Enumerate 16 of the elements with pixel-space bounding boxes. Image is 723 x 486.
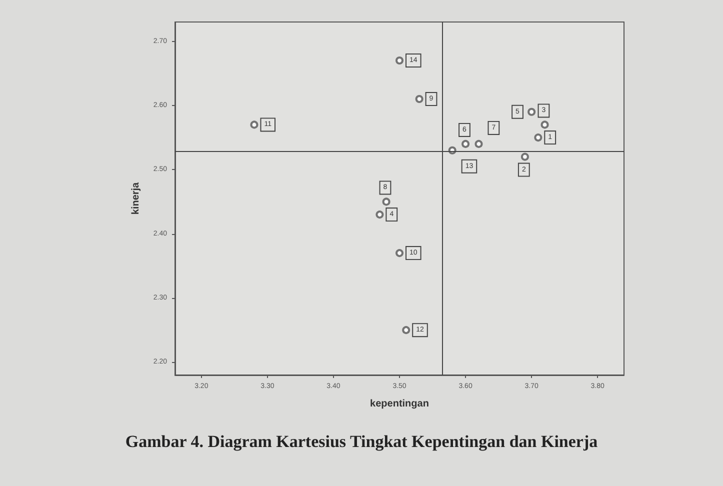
point <box>520 152 529 161</box>
point <box>462 140 470 148</box>
x-axis-title: kepentingan <box>370 398 429 410</box>
point <box>415 95 424 104</box>
point <box>402 326 410 334</box>
point <box>534 134 542 142</box>
point <box>396 56 404 65</box>
point <box>540 120 549 129</box>
point <box>396 249 404 258</box>
point <box>382 198 390 206</box>
point <box>474 140 483 148</box>
point <box>376 210 384 219</box>
text: Gambar 4. Diagram Kartesius Tingkat Kepentingan dan Kinerja <box>125 432 598 451</box>
point <box>250 120 258 129</box>
y-axis-title: kinerja <box>130 182 142 215</box>
point <box>528 108 536 116</box>
